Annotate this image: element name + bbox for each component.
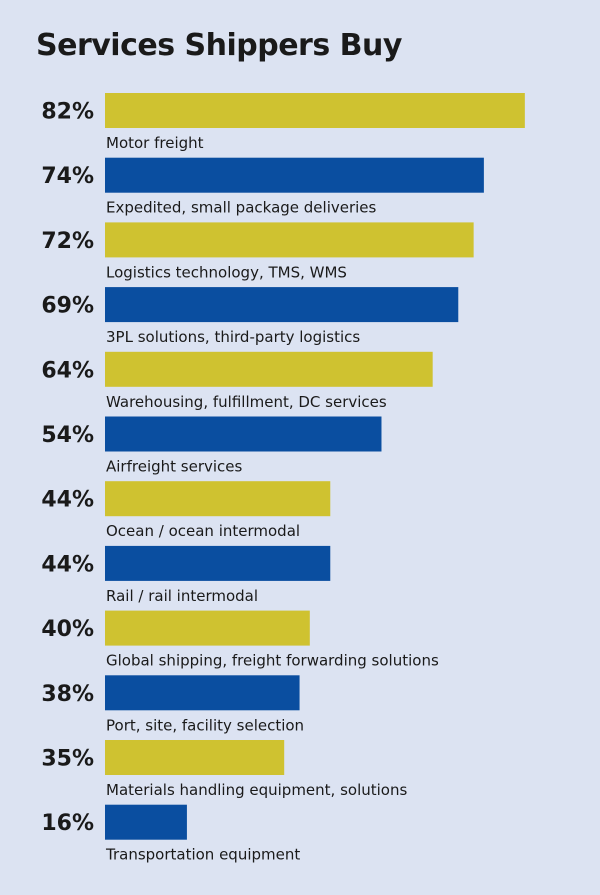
value-label-4: 69% — [41, 294, 94, 319]
category-label-6: Airfreight services — [106, 458, 243, 476]
value-label-6: 54% — [41, 423, 94, 448]
value-label-2: 74% — [41, 164, 94, 189]
chart-title: Services Shippers Buy — [36, 28, 402, 63]
bar-11 — [105, 740, 285, 775]
bar-8 — [105, 545, 331, 581]
bar-3 — [105, 222, 474, 258]
bar-9 — [105, 610, 310, 646]
bar-5 — [105, 351, 433, 387]
bar-1 — [105, 93, 525, 128]
bar-4 — [105, 287, 459, 323]
category-label-1: Motor freight — [106, 134, 204, 152]
bar-7 — [105, 481, 331, 517]
value-label-10: 38% — [41, 682, 94, 707]
category-label-7: Ocean / ocean intermodal — [106, 522, 300, 540]
value-label-12: 16% — [41, 811, 94, 836]
value-label-9: 40% — [41, 617, 94, 642]
value-label-1: 82% — [41, 100, 94, 125]
value-label-11: 35% — [41, 747, 94, 772]
category-label-4: 3PL solutions, third-party logistics — [106, 328, 360, 346]
bar-6 — [105, 416, 382, 452]
bar-2 — [105, 157, 484, 193]
category-label-12: Transportation equipment — [105, 846, 300, 864]
category-label-8: Rail / rail intermodal — [106, 587, 258, 605]
value-label-7: 44% — [41, 488, 94, 513]
value-label-5: 64% — [41, 358, 94, 383]
category-label-2: Expedited, small package deliveries — [106, 199, 377, 217]
category-label-3: Logistics technology, TMS, WMS — [106, 263, 347, 281]
value-label-8: 44% — [41, 552, 94, 577]
category-label-5: Warehousing, fulfillment, DC services — [106, 393, 387, 411]
bar-12 — [105, 804, 187, 840]
category-label-9: Global shipping, freight forwarding solu… — [106, 652, 439, 670]
value-label-3: 72% — [41, 229, 94, 254]
bar-10 — [105, 675, 300, 711]
category-label-10: Port, site, facility selection — [106, 716, 304, 734]
category-label-11: Materials handling equipment, solutions — [106, 781, 407, 799]
